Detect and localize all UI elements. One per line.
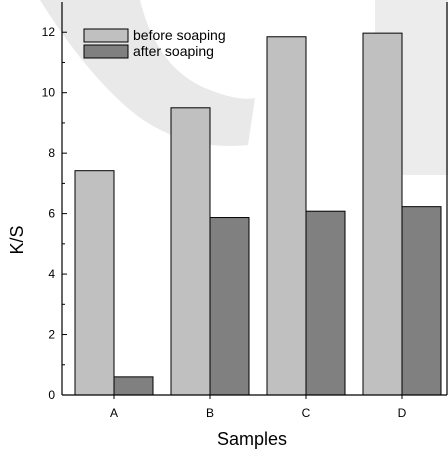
x-axis: A B C D xyxy=(110,395,407,420)
y-tick-label: 8 xyxy=(48,146,55,160)
bar-d-after xyxy=(401,206,442,396)
y-tick-label: 4 xyxy=(48,267,55,281)
y-tick-label: 12 xyxy=(42,25,56,39)
plot-frame xyxy=(61,2,448,396)
legend-label: before soaping xyxy=(133,27,226,43)
bar-b-after xyxy=(209,217,250,396)
bar-c-before xyxy=(266,36,307,396)
bar-c-after xyxy=(305,210,346,396)
bar-a-before xyxy=(74,170,115,396)
legend-swatch xyxy=(83,44,129,59)
legend-swatch xyxy=(83,28,129,43)
x-tick-label: A xyxy=(110,406,118,420)
y-tick-label: 6 xyxy=(48,207,55,221)
y-axis-label: K/S xyxy=(7,225,27,254)
y-tick-label: 2 xyxy=(48,328,55,342)
x-axis-label: Samples xyxy=(217,429,287,449)
y-axis: 0 2 4 6 8 10 12 xyxy=(42,25,67,402)
bar-b-before xyxy=(170,107,211,396)
bars-group xyxy=(74,32,442,396)
bar-d-before xyxy=(362,32,403,396)
y-tick-label: 10 xyxy=(42,86,56,100)
x-tick-label: B xyxy=(206,406,214,420)
x-tick-label: C xyxy=(302,406,311,420)
x-tick-label: D xyxy=(398,406,407,420)
legend-label: after soaping xyxy=(133,43,214,59)
bar-a-after xyxy=(113,376,154,396)
y-tick-label: 0 xyxy=(48,388,55,402)
